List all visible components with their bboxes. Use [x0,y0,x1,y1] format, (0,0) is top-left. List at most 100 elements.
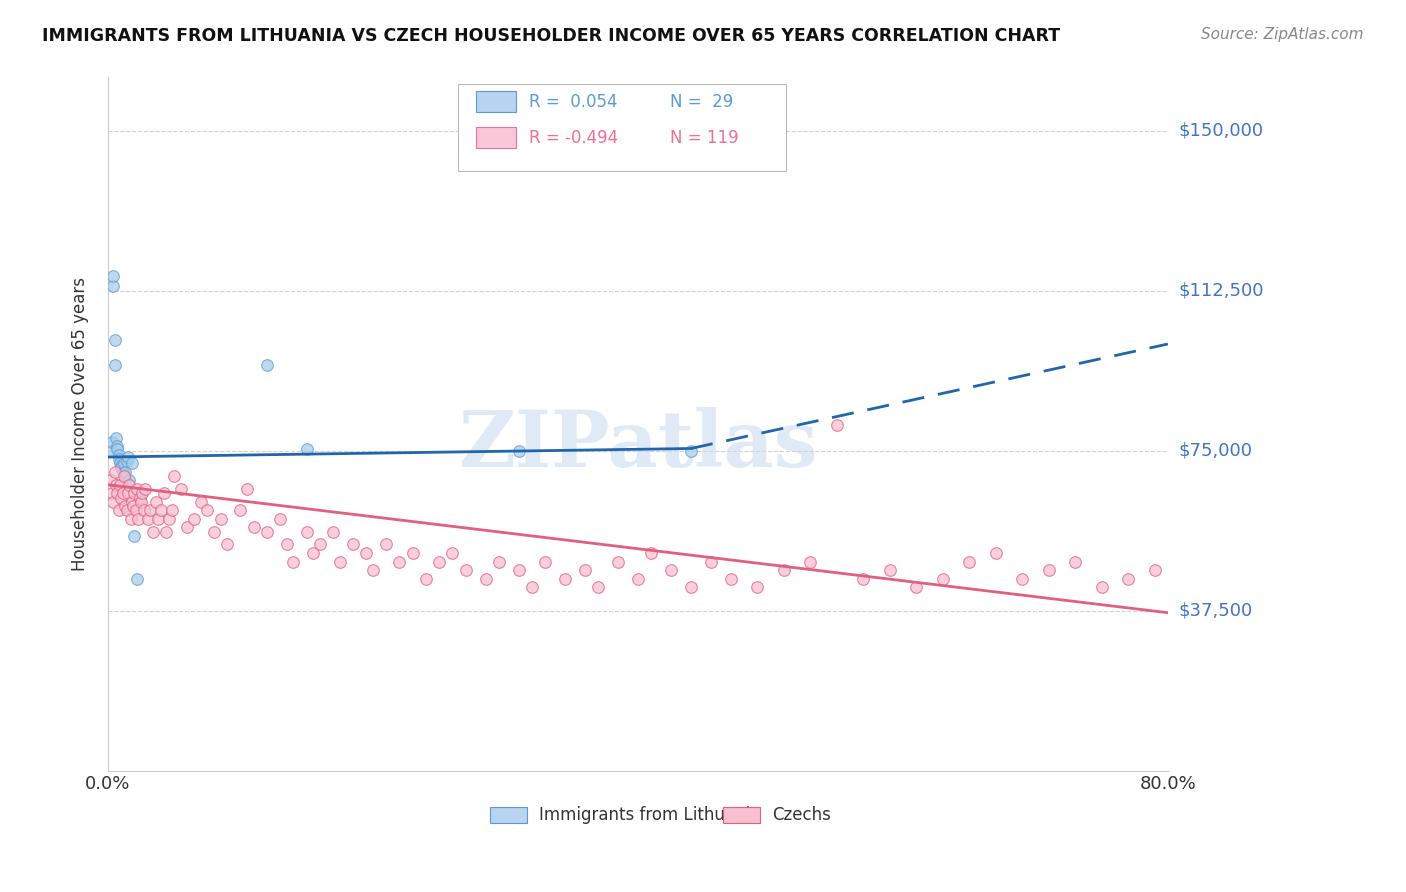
Point [127,512,149,526]
Point [145,495,167,509]
Point [195,503,218,517]
Point [100,474,122,488]
Point [114,465,136,479]
Point [115,503,138,517]
Text: Czechs: Czechs [772,805,831,824]
Y-axis label: Householder Income Over 65 years: Householder Income Over 65 years [72,277,89,571]
Point [110,458,132,473]
Point [415,572,437,586]
Point [121,457,143,471]
Point [799,555,821,569]
Text: Source: ZipAtlas.com: Source: ZipAtlas.com [1201,27,1364,42]
Point [118,474,141,488]
Point [554,572,576,586]
Point [276,537,298,551]
Point [1091,580,1114,594]
Point [427,555,450,569]
Point [190,495,212,509]
Point [120,512,142,526]
FancyBboxPatch shape [475,91,516,112]
Point [905,580,928,594]
Point [1011,572,1033,586]
Point [984,546,1007,560]
Point [104,431,127,445]
Point [107,448,129,462]
Point [1382,555,1405,569]
Point [322,524,344,539]
Point [104,359,127,373]
Point [388,555,411,569]
Point [474,572,496,586]
Point [114,471,136,485]
Point [157,512,180,526]
Point [163,469,186,483]
Point [149,503,172,517]
FancyBboxPatch shape [458,85,786,171]
Point [105,442,128,456]
Point [104,465,127,479]
Point [825,418,848,433]
Point [124,486,146,500]
Point [183,512,205,526]
Point [132,503,155,517]
Point [679,580,702,594]
Text: IMMIGRANTS FROM LITHUANIA VS CZECH HOUSEHOLDER INCOME OVER 65 YEARS CORRELATION : IMMIGRANTS FROM LITHUANIA VS CZECH HOUSE… [42,27,1060,45]
Point [402,546,425,560]
Point [108,477,131,491]
Point [1355,563,1378,577]
Point [700,555,723,569]
Point [574,563,596,577]
Point [720,572,742,586]
Point [103,495,125,509]
Point [520,580,543,594]
Point [1064,555,1087,569]
Point [122,499,145,513]
Point [1197,572,1219,586]
Point [256,359,278,373]
Point [309,537,332,551]
Point [1116,572,1139,586]
Point [125,503,148,517]
Point [1302,555,1324,569]
Point [107,452,129,467]
Point [111,465,134,479]
Point [202,524,225,539]
Point [534,555,557,569]
Point [105,439,128,453]
Point [117,450,139,464]
Text: R =  0.054: R = 0.054 [529,93,617,111]
Point [1275,563,1298,577]
Point [295,442,318,456]
Point [129,486,152,500]
Point [269,512,291,526]
Point [101,435,124,450]
Point [129,495,152,509]
Point [957,555,980,569]
Point [134,482,156,496]
Text: R = -0.494: R = -0.494 [529,128,617,147]
FancyBboxPatch shape [723,807,759,822]
Point [131,486,153,500]
Point [356,546,378,560]
Point [852,572,875,586]
Point [229,503,252,517]
FancyBboxPatch shape [489,807,527,822]
Point [627,572,650,586]
Point [640,546,662,560]
Point [121,495,143,509]
Point [508,563,530,577]
Point [152,486,174,500]
Point [586,580,609,594]
Point [607,555,630,569]
Point [659,563,682,577]
Point [879,563,901,577]
Point [117,486,139,500]
Point [375,537,398,551]
Point [242,520,264,534]
Point [1250,572,1272,586]
Text: $37,500: $37,500 [1180,601,1253,620]
Point [1329,572,1351,586]
Point [1223,555,1246,569]
Point [103,268,125,283]
Point [217,537,239,551]
